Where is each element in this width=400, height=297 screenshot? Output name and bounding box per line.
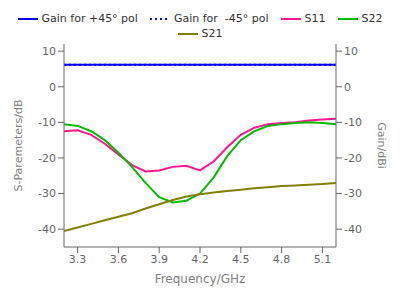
svg-text:-10: -10: [38, 116, 56, 129]
svg-text:4.8: 4.8: [273, 253, 291, 266]
svg-text:0: 0: [344, 81, 351, 94]
svg-text:-30: -30: [38, 187, 56, 200]
svg-text:-20: -20: [38, 152, 56, 165]
svg-text:0: 0: [49, 81, 56, 94]
svg-text:4.5: 4.5: [232, 253, 250, 266]
svg-text:-40: -40: [344, 223, 362, 236]
svg-text:3.3: 3.3: [69, 253, 87, 266]
svg-text:10: 10: [344, 45, 358, 58]
svg-text:5.1: 5.1: [314, 253, 332, 266]
svg-text:3.9: 3.9: [150, 253, 168, 266]
svg-text:-20: -20: [344, 152, 362, 165]
html-text:Gain for +45° pol: Gain for +45° pol: [41, 12, 138, 25]
svg-text:Gain/dBi: Gain/dBi: [375, 122, 388, 169]
svg-text:4.2: 4.2: [191, 253, 209, 266]
svg-text:-30: -30: [344, 187, 362, 200]
svg-text:-10: -10: [344, 116, 362, 129]
html-text:Gain for -45° pol: Gain for -45° pol: [173, 12, 269, 25]
svg-text:S-Paremeters/dB: S-Paremeters/dB: [12, 100, 25, 192]
svg-text:Frequency/GHz: Frequency/GHz: [155, 272, 246, 286]
svg-text:3.6: 3.6: [110, 253, 128, 266]
html-text:S21: S21: [201, 27, 223, 40]
svg-text:10: 10: [42, 45, 56, 58]
html-text:S22: S22: [361, 12, 383, 25]
svg-text:-40: -40: [38, 223, 56, 236]
html-text:S11: S11: [304, 12, 326, 25]
